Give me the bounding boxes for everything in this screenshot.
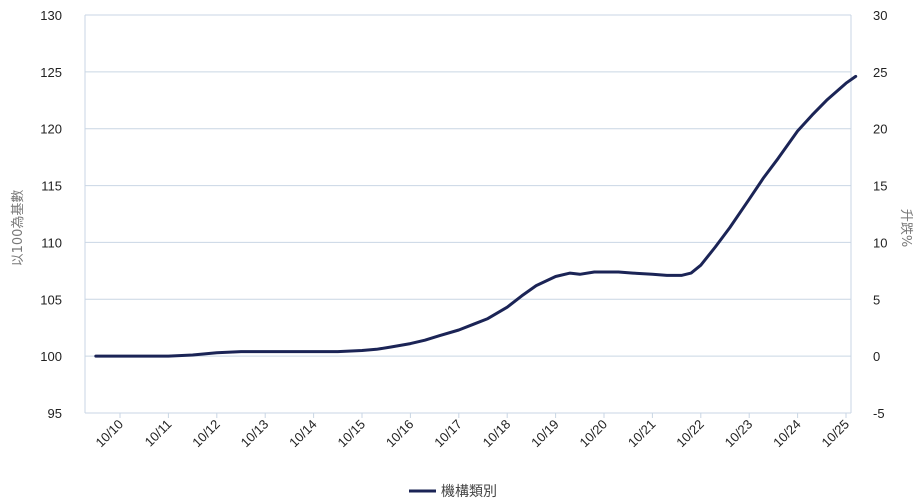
left-axis-ticks: 95 100 105 110 115 120 125 130 (40, 8, 62, 421)
series-layer (94, 74, 858, 358)
legend-label: 機構類別 (441, 484, 497, 499)
x-tick-label: 10/18 (480, 417, 514, 451)
right-tick-label: 5 (873, 292, 880, 307)
right-tick-label: 20 (873, 122, 887, 137)
x-tick-label: 10/20 (577, 417, 611, 451)
x-tick-label: 10/13 (238, 417, 272, 451)
x-tick-label: 10/12 (189, 417, 223, 451)
x-tick-label: 10/11 (142, 417, 175, 450)
x-tick-label: 10/15 (335, 417, 369, 451)
series-line (94, 74, 858, 358)
right-tick-label: 0 (873, 349, 880, 364)
x-tick-label: 10/24 (770, 417, 804, 451)
gridlines (85, 14, 851, 414)
right-tick-label: -5 (873, 406, 885, 421)
x-tick-label: 10/25 (819, 417, 853, 451)
x-tick-label: 10/10 (93, 417, 127, 451)
x-tick-label: 10/14 (286, 417, 320, 451)
right-tick-label: 30 (873, 8, 887, 23)
left-tick-label: 130 (40, 8, 62, 23)
right-axis-title: 升跌% (898, 209, 914, 247)
x-tick-label: 10/21 (625, 417, 659, 451)
left-tick-label: 100 (40, 349, 62, 364)
left-tick-label: 105 (40, 292, 62, 307)
legend: 機構類別 (409, 484, 497, 499)
x-tick-label: 10/19 (528, 417, 562, 451)
right-tick-label: 25 (873, 65, 887, 80)
right-tick-label: 15 (873, 179, 887, 194)
right-axis-ticks: -5 0 5 10 15 20 25 30 (873, 8, 887, 421)
x-tick-label: 10/16 (383, 417, 417, 451)
left-tick-label: 110 (41, 235, 62, 250)
x-tick-label: 10/22 (673, 417, 707, 451)
left-tick-label: 125 (40, 65, 62, 80)
left-tick-label: 120 (40, 122, 62, 137)
x-tick-label: 10/23 (722, 417, 756, 451)
x-tick-label: 10/17 (431, 417, 465, 451)
left-axis-title: 以100為基數 (10, 190, 26, 267)
x-axis-ticks: 10/10 10/11 10/12 10/13 10/14 10/15 10/16 10/17… (93, 413, 853, 451)
left-tick-label: 95 (48, 406, 62, 421)
right-tick-label: 10 (873, 235, 887, 250)
left-tick-label: 115 (41, 179, 62, 194)
